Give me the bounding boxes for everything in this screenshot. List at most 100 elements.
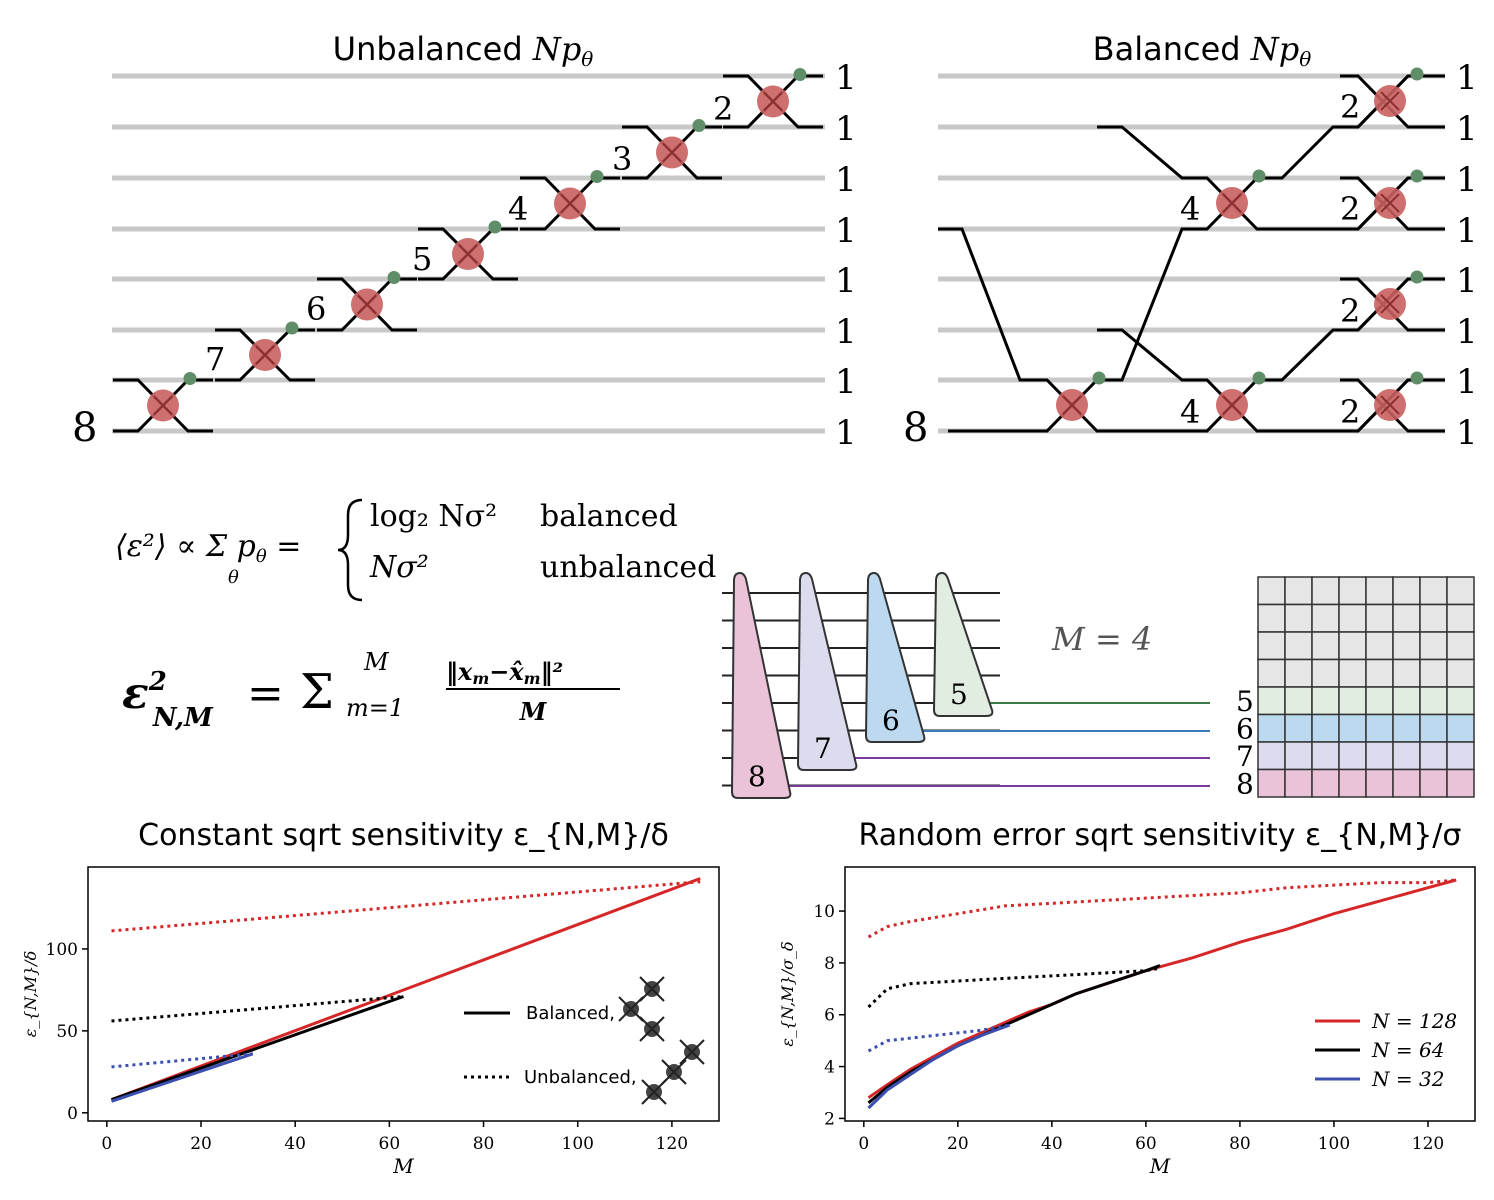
eq2-sum-lower: m=1 bbox=[346, 694, 404, 722]
matrix-cell bbox=[1257, 603, 1286, 633]
balanced-node-label: 2 bbox=[1340, 88, 1360, 126]
matrix-cell bbox=[1392, 741, 1421, 771]
node-cross bbox=[1222, 193, 1242, 213]
node-cross bbox=[560, 193, 580, 214]
eq1-case2-label: unbalanced bbox=[540, 550, 716, 585]
balanced-node-label: 2 bbox=[1340, 190, 1360, 228]
x-tick-label: 100 bbox=[1318, 1134, 1350, 1154]
x-tick-label: 60 bbox=[379, 1134, 401, 1154]
balanced-node-label: 2 bbox=[1340, 292, 1360, 330]
unbalanced-title: Unbalanced Npθ bbox=[333, 30, 594, 71]
matrix-cell bbox=[1311, 603, 1340, 633]
phase-node bbox=[183, 372, 197, 385]
unbalanced-output-label: 1 bbox=[835, 362, 857, 402]
phase-node bbox=[387, 271, 401, 284]
eq1-brace bbox=[337, 498, 363, 602]
node-cross bbox=[1380, 395, 1400, 415]
unbalanced-input-label: 8 bbox=[72, 405, 97, 451]
matrix-cell bbox=[1311, 631, 1340, 661]
balanced-output-label: 1 bbox=[1456, 413, 1478, 453]
matrix-cell bbox=[1446, 741, 1475, 771]
mesh-size-label: 8 bbox=[748, 760, 766, 793]
balanced-output-label: 1 bbox=[1456, 261, 1478, 301]
balanced-output-label: 1 bbox=[1456, 58, 1478, 98]
chart-title: Random error sqrt sensitivity ε_{N,M}/σ bbox=[859, 818, 1462, 853]
balanced-output-label: 1 bbox=[1456, 109, 1478, 149]
matrix-cell bbox=[1446, 658, 1475, 688]
matrix-cell bbox=[1392, 768, 1421, 798]
phase-node bbox=[1410, 169, 1424, 183]
x-tick-label: 60 bbox=[1135, 1134, 1157, 1154]
phase-node bbox=[1252, 371, 1266, 385]
eq1-case2: Nσ² bbox=[369, 550, 429, 585]
unbalanced-output-label: 1 bbox=[835, 160, 857, 200]
series-line bbox=[867, 878, 1457, 939]
phase-node bbox=[285, 321, 299, 335]
matrix-cell bbox=[1338, 576, 1367, 606]
node-cross bbox=[1380, 294, 1400, 314]
unbalanced-node-label: 4 bbox=[508, 190, 528, 228]
unbalanced-output-label: 1 bbox=[835, 413, 857, 453]
equation-error-scaling: ⟨ε²⟩ ∝ Σ pθ = θ log₂ Nσ² balanced Nσ² un… bbox=[115, 498, 716, 602]
balanced-node-label: 4 bbox=[1180, 190, 1200, 228]
triangular-mesh bbox=[932, 571, 994, 717]
x-tick-label: 0 bbox=[101, 1134, 112, 1154]
matrix-cell bbox=[1284, 686, 1313, 716]
chart-constant-sensitivity: Constant sqrt sensitivity ε_{N,M}/δ 0 20 40… bbox=[21, 818, 720, 1178]
matrix-cell bbox=[1338, 686, 1367, 716]
series-line bbox=[110, 877, 701, 1102]
node-cross bbox=[763, 91, 783, 112]
x-tick-label: 40 bbox=[1041, 1134, 1063, 1154]
triangular-mesh bbox=[864, 571, 926, 743]
matrix-cell bbox=[1365, 576, 1394, 606]
x-tick-label: 20 bbox=[947, 1134, 969, 1154]
legend-balanced-label: Balanced, bbox=[526, 1003, 615, 1024]
matrix-cell bbox=[1419, 631, 1448, 661]
series-line bbox=[867, 964, 1161, 1105]
y-tick-label: 4 bbox=[824, 1058, 835, 1078]
eq2-lhs: ε2 N,M bbox=[122, 667, 214, 733]
node-cross bbox=[153, 395, 173, 416]
eq2-denominator: M bbox=[519, 697, 548, 726]
matrix-cell bbox=[1338, 658, 1367, 688]
unbalanced-node-label: 2 bbox=[713, 90, 733, 128]
node-cross bbox=[1380, 91, 1400, 111]
matrix-cell bbox=[1392, 713, 1421, 743]
matrix-cell bbox=[1311, 658, 1340, 688]
matrix-cell bbox=[1284, 658, 1313, 688]
y-axis-label: ε_{N,M}/σ_δ bbox=[778, 941, 797, 1046]
matrix-cell bbox=[1365, 631, 1394, 661]
x-axis-label: M bbox=[392, 1154, 414, 1178]
equation-mse: ε2 N,M = Σ M m=1 ‖xm−x̂m‖² M bbox=[122, 648, 620, 733]
eq2-numerator: ‖xm−x̂m‖² bbox=[446, 657, 563, 688]
matrix-cell bbox=[1284, 631, 1313, 661]
legend-unbalanced-label: Unbalanced, bbox=[524, 1067, 637, 1088]
matrix-cell bbox=[1338, 741, 1367, 771]
phase-node bbox=[692, 119, 706, 132]
triangular-mesh bbox=[796, 571, 858, 771]
matrix-cell bbox=[1392, 631, 1421, 661]
legend-label: N = 32 bbox=[1371, 1067, 1444, 1091]
matrix-cell bbox=[1392, 576, 1421, 606]
matrix-cell bbox=[1392, 603, 1421, 633]
series-line bbox=[867, 1023, 1010, 1053]
axes-frame bbox=[87, 866, 720, 1122]
matrix-cell bbox=[1338, 603, 1367, 633]
matrix-cell bbox=[1311, 686, 1340, 716]
matrix-cell bbox=[1257, 631, 1286, 661]
matrix-cell bbox=[1419, 713, 1448, 743]
y-tick-label: 10 bbox=[813, 902, 835, 922]
matrix-cell bbox=[1311, 576, 1340, 606]
series-line bbox=[111, 1052, 253, 1069]
phase-node bbox=[1252, 169, 1266, 183]
matrix-cell bbox=[1257, 686, 1286, 716]
balanced-node-label: 4 bbox=[1180, 393, 1200, 431]
x-tick-label: 100 bbox=[562, 1134, 594, 1154]
unbalanced-node-label: 7 bbox=[205, 340, 225, 378]
matrix-cell bbox=[1446, 686, 1475, 716]
chart-title: Constant sqrt sensitivity ε_{N,M}/δ bbox=[138, 818, 669, 853]
matrix-cell bbox=[1284, 603, 1313, 633]
x-tick-label: 40 bbox=[284, 1134, 306, 1154]
unbalanced-output-label: 1 bbox=[835, 211, 857, 251]
